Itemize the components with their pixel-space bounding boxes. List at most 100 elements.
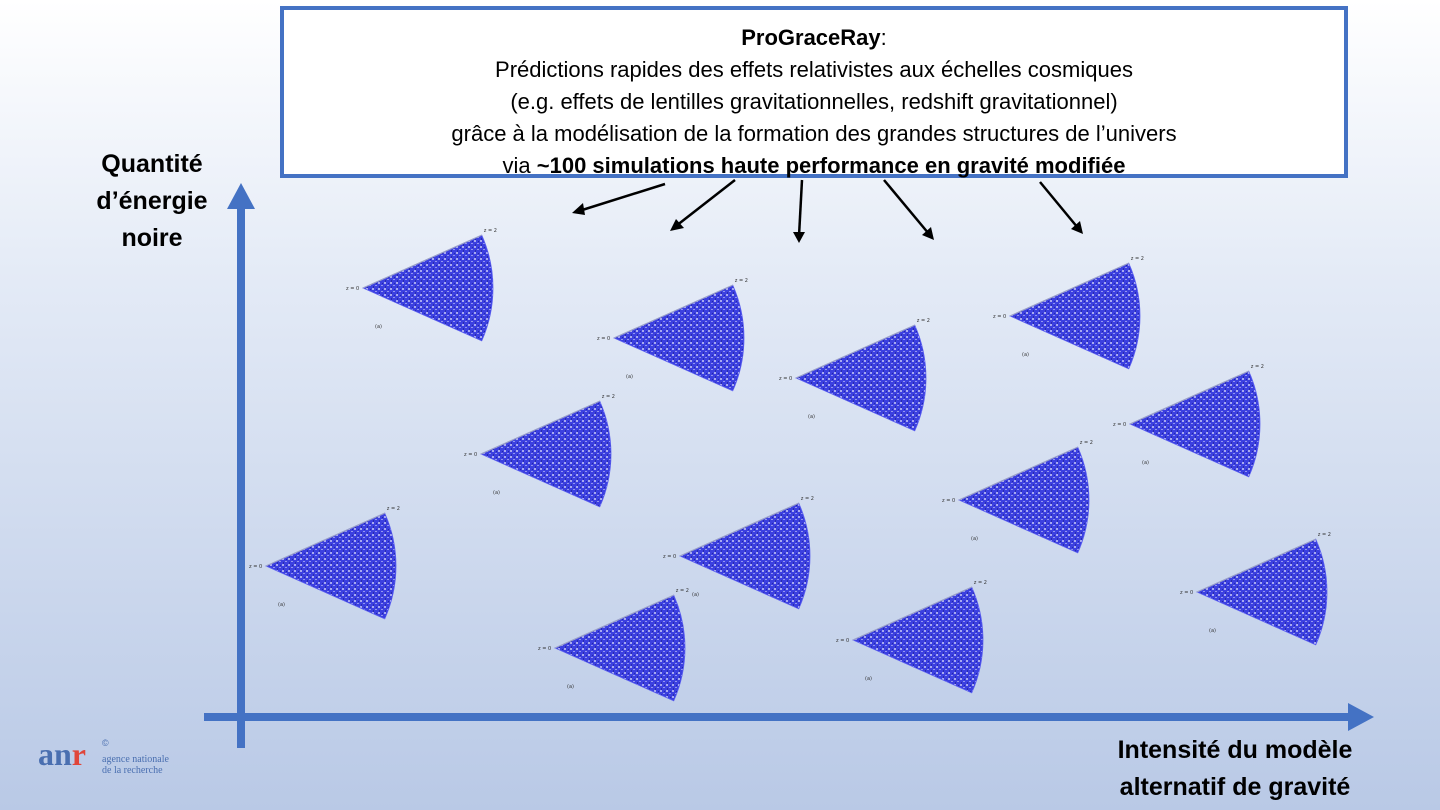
wedge-label-outer: z = 2 [735,278,748,284]
title-line: ProGraceRay: [284,22,1344,54]
wedge-label-bottom: (a) [375,324,382,330]
simulation-wedge-shape [613,284,745,392]
anr-logo-text-line: agence nationale [102,754,169,765]
wedge-label-bottom: (a) [567,684,574,690]
wedge-label-inner: z = 0 [464,452,477,458]
wedge-label-outer: z = 2 [1318,532,1331,538]
wedge-label-inner: z = 0 [1113,422,1126,428]
y-axis-label-line: noire [121,224,183,252]
simulation-wedge-edge [1129,370,1250,425]
wedge-label-outer: z = 2 [602,394,615,400]
x-axis [204,703,1374,731]
project-title: ProGraceRay [741,25,881,50]
simulation-wedge-edge [679,502,800,557]
wedge-label-outer: z = 2 [974,580,987,586]
wedge-label-bottom: (a) [1209,628,1216,634]
anr-logo-letter: n [54,736,72,772]
pointer-arrows [572,179,1083,243]
wedge-label-inner: z = 0 [1180,590,1193,596]
anr-logo: anr © agence nationale de la recherche [38,738,208,782]
wedge-label-bottom: (a) [1142,460,1149,466]
wedge-label-inner: z = 0 [249,564,262,570]
simulation-wedge-shape [958,446,1090,554]
simulation-wedge-shape [1009,262,1141,370]
wedge-label-bottom: (a) [971,536,978,542]
pointer-arrow [883,179,934,240]
wedge-label-inner: z = 0 [942,498,955,504]
pointer-arrow [1039,181,1083,234]
simulation-wedge: z = 0z = 2(a) [779,318,930,432]
wedge-label-outer: z = 2 [1080,440,1093,446]
wedge-label-inner: z = 0 [346,286,359,292]
wedge-label-bottom: (a) [626,374,633,380]
simulation-wedges: z = 0z = 2(a)z = 0z = 2(a) z = 0z = 2(a)z… [249,228,1331,702]
x-axis-arrowhead [1348,703,1374,731]
pointer-arrow [670,179,736,231]
simulation-wedge-shape [554,594,686,702]
simulation-wedge-shape [1129,370,1261,478]
project-title-suffix: : [880,25,887,50]
simulation-wedge-shape [679,502,811,610]
description-line-4: via ~100 simulations haute performance e… [284,150,1344,182]
x-axis-label-line: Intensité du modèle [1117,736,1353,764]
wedge-label-bottom: (a) [278,602,285,608]
simulation-wedge-edge [265,512,386,567]
wedge-label-outer: z = 2 [1131,256,1144,262]
simulation-wedge-shape [852,586,984,694]
simulation-wedge: z = 0 z = 2 (a) [538,588,689,702]
wedge-label-bottom: (a) [692,592,699,598]
pointer-arrow [793,179,805,243]
wedge-label-bottom: (a) [808,414,815,420]
simulation-wedge: z = 0 z = 2 (a) [1113,364,1264,478]
wedge-label-inner: z = 0 [538,646,551,652]
wedge-label-outer: z = 2 [1251,364,1264,370]
simulation-wedge: z = 0 z = 2 (a) [993,256,1144,370]
simulation-wedge-shape [1196,538,1328,646]
simulation-wedge: z = 0 z = 2 (a) [249,506,400,620]
wedge-label-inner: z = 0 [993,314,1006,320]
y-axis [227,183,255,748]
y-axis-line [237,206,245,748]
y-axis-arrowhead [227,183,255,209]
y-axis-label: Quantité d’énergie noire [72,146,232,257]
simulation-wedge-edge [362,234,483,289]
wedge-label-outer: z = 2 [484,228,497,234]
simulation-wedge: z = 0z = 2(a) [464,394,615,508]
simulation-wedge-edge [795,324,916,379]
y-axis-label-line: d’énergie [96,187,208,215]
wedge-label-outer: z = 2 [801,496,814,502]
anr-logo-letter: a [38,736,54,772]
simulation-wedge-edge [480,400,601,455]
simulation-wedge: z = 0 z = 2 (a) [597,278,748,392]
wedge-label-inner: z = 0 [597,336,610,342]
anr-logo-mark: anr [38,738,86,770]
simulation-wedge-edge [852,586,973,641]
simulation-wedge: z = 0z = 2(a) [663,496,814,610]
title-box: ProGraceRay: Prédictions rapides des eff… [280,6,1348,178]
wedge-label-bottom: (a) [865,676,872,682]
description-line-3: grâce à la modélisation de la formation … [451,121,1177,146]
simulation-wedge: z = 0 z = 2 (a) [942,440,1093,554]
simulation-wedge-edge [1196,538,1317,593]
anr-logo-text-line: de la recherche [102,765,163,776]
x-axis-label: Intensité du modèle alternatif de gravit… [1080,732,1390,806]
description-line-4-prefix: via [502,153,537,178]
simulation-wedge-edge [958,446,1079,501]
simulation-wedge: z = 0 z = 2 (a) [346,228,497,342]
simulation-wedge-shape [265,512,397,620]
simulation-wedge-edge [554,594,675,649]
wedge-label-outer: z = 2 [387,506,400,512]
simulation-wedge: z = 0 z = 2 (a) [836,580,987,694]
simulations-highlight: ~100 simulations haute performance en gr… [536,153,1126,178]
pointer-arrow [572,182,666,215]
simulation-wedge-edge [1009,262,1130,317]
wedge-label-outer: z = 2 [676,588,689,594]
anr-logo-copyright: © [102,738,109,748]
wedge-label-inner: z = 0 [779,376,792,382]
simulation-wedge: z = 0 z = 2 (a) [1180,532,1331,646]
simulation-wedge-shape [795,324,927,432]
wedge-label-inner: z = 0 [836,638,849,644]
wedge-label-bottom: (a) [1022,352,1029,358]
wedge-label-inner: z = 0 [663,554,676,560]
